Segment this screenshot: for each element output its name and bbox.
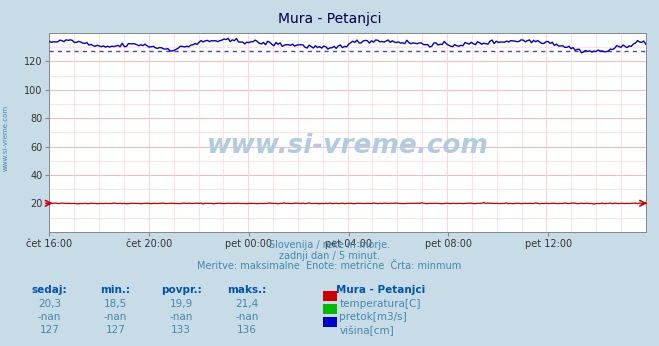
Text: -nan: -nan xyxy=(169,312,193,322)
Text: 18,5: 18,5 xyxy=(103,299,127,309)
Text: 127: 127 xyxy=(40,325,59,335)
Text: pretok[m3/s]: pretok[m3/s] xyxy=(339,312,407,322)
Text: www.si-vreme.com: www.si-vreme.com xyxy=(2,105,9,172)
Text: maks.:: maks.: xyxy=(227,285,267,295)
Text: povpr.:: povpr.: xyxy=(161,285,202,295)
Text: -nan: -nan xyxy=(38,312,61,322)
Text: -nan: -nan xyxy=(235,312,259,322)
Text: 19,9: 19,9 xyxy=(169,299,193,309)
Text: zadnji dan / 5 minut.: zadnji dan / 5 minut. xyxy=(279,251,380,261)
Text: Meritve: maksimalne  Enote: metrične  Črta: minmum: Meritve: maksimalne Enote: metrične Črta… xyxy=(198,262,461,271)
Text: Slovenija / reke in morje.: Slovenija / reke in morje. xyxy=(269,240,390,251)
Text: Mura - Petanjci: Mura - Petanjci xyxy=(336,285,425,295)
Text: www.si-vreme.com: www.si-vreme.com xyxy=(207,133,488,159)
Text: 21,4: 21,4 xyxy=(235,299,259,309)
Text: višina[cm]: višina[cm] xyxy=(339,325,394,336)
Text: 136: 136 xyxy=(237,325,257,335)
Text: temperatura[C]: temperatura[C] xyxy=(339,299,421,309)
Text: 20,3: 20,3 xyxy=(38,299,61,309)
Text: 133: 133 xyxy=(171,325,191,335)
Text: Mura - Petanjci: Mura - Petanjci xyxy=(277,12,382,26)
Text: sedaj:: sedaj: xyxy=(32,285,67,295)
Text: min.:: min.: xyxy=(100,285,130,295)
Text: -nan: -nan xyxy=(103,312,127,322)
Text: 127: 127 xyxy=(105,325,125,335)
